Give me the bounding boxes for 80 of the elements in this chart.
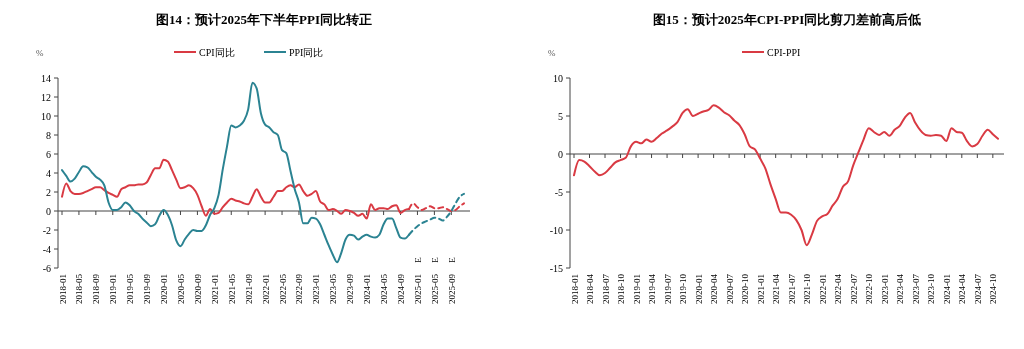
x-tick-label: 2022-07 [848, 273, 859, 304]
x-tick-label: 2024-10 [988, 273, 999, 304]
y-tick-label: 2 [46, 186, 51, 198]
x-tick-label: 2021-04 [771, 273, 782, 304]
x-tick-label: 2020-10 [740, 273, 751, 304]
x-tick-label: 2020-09 [192, 273, 203, 304]
y-tick-label: 8 [46, 129, 51, 141]
y-tick-label: -6 [42, 262, 51, 274]
x-tick-label: 2022-10 [864, 273, 875, 304]
y-tick-label: 4 [46, 167, 51, 179]
x-tick-label: 2024-09 [396, 273, 407, 304]
y-tick-label: 14 [41, 72, 51, 84]
x-tick-label: 2020-07 [724, 273, 735, 304]
x-tick-label: 2019-04 [647, 273, 658, 304]
y-tick-label: -10 [549, 224, 563, 236]
x-tick-label: 2025-05 [429, 273, 440, 304]
x-tick-label: 2020-04 [709, 273, 720, 304]
legend-label: CPI同比 [199, 46, 235, 58]
x-tick-label: 2019-01 [631, 274, 642, 304]
x-tick-label: 2023-07 [910, 273, 921, 304]
x-tick-label: 2024-07 [972, 273, 983, 304]
x-tick-label: 2023-09 [345, 273, 356, 304]
x-tick-label: 2024-04 [957, 273, 968, 304]
y-axis-title: % [36, 48, 44, 58]
x-tick-label: 2022-09 [294, 273, 305, 304]
x-tick-label: 2019-05 [125, 273, 136, 304]
y-tick-label: 12 [41, 91, 51, 103]
x-tick-label: 2021-07 [786, 273, 797, 304]
x-tick-label: 2019-10 [678, 273, 689, 304]
x-tick-label: 2021-10 [802, 273, 813, 304]
x-tick-label: 2021-09 [243, 273, 254, 304]
legend-label: PPI同比 [289, 46, 324, 58]
chart-title: 图14：预计2025年下半年PPI同比转正 [156, 12, 372, 27]
x-tick-label: 2021-01 [209, 274, 220, 304]
x-tick-label: 2022-05 [277, 273, 288, 304]
x-tick-label: 2024-01 [362, 274, 373, 304]
y-tick-label: 10 [553, 72, 563, 84]
x-tick-label: 2021-05 [226, 273, 237, 304]
y-tick-label: 5 [558, 110, 563, 122]
x-tick-label: 2019-07 [662, 273, 673, 304]
x-tick-label: 2018-09 [91, 273, 102, 304]
x-tick-label: 2021-01 [755, 274, 766, 304]
x-tick-label: 2020-05 [175, 273, 186, 304]
y-tick-label: 10 [41, 110, 51, 122]
legend-label: CPI-PPI [767, 46, 801, 58]
x-tick-label: 2022-01 [260, 274, 271, 304]
x-tick-label: 2018-07 [600, 273, 611, 304]
x-tick-label: 2023-01 [311, 274, 322, 304]
x-tick-label: 2023-04 [895, 273, 906, 304]
x-tick-label: 2018-01 [57, 274, 68, 304]
x-tick-label: 2019-01 [108, 274, 119, 304]
x-tick-label: 2025-09 [446, 273, 457, 304]
x-tick-label: 2018-01 [569, 274, 580, 304]
y-tick-label: 0 [46, 205, 51, 217]
x-tick-label: 2018-04 [585, 273, 596, 304]
line-series [573, 104, 999, 247]
y-tick-label: 6 [46, 148, 51, 160]
x-tick-label: 2022-01 [817, 274, 828, 304]
annotation: E [412, 256, 423, 263]
x-tick-label: 2023-01 [879, 274, 890, 304]
annotation: E [429, 256, 440, 263]
y-axis-title: % [548, 48, 556, 58]
x-tick-label: 2020-01 [693, 274, 704, 304]
annotation: E [446, 256, 457, 263]
y-tick-label: -15 [549, 262, 563, 274]
chart-title: 图15：预计2025年CPI-PPI同比剪刀差前高后低 [652, 12, 922, 27]
x-tick-label: 2025-01 [412, 274, 423, 304]
y-tick-label: -2 [42, 224, 51, 236]
x-tick-label: 2019-09 [142, 273, 153, 304]
y-tick-label: -5 [554, 186, 563, 198]
x-tick-label: 2020-01 [159, 274, 170, 304]
x-tick-label: 2018-10 [616, 273, 627, 304]
y-tick-label: 0 [558, 148, 563, 160]
x-tick-label: 2023-05 [328, 273, 339, 304]
x-tick-label: 2024-01 [941, 274, 952, 304]
x-tick-label: 2024-05 [379, 273, 390, 304]
y-tick-label: -4 [42, 243, 51, 255]
x-tick-label: 2023-10 [926, 273, 937, 304]
x-tick-label: 2018-05 [74, 273, 85, 304]
x-tick-label: 2022-04 [833, 273, 844, 304]
